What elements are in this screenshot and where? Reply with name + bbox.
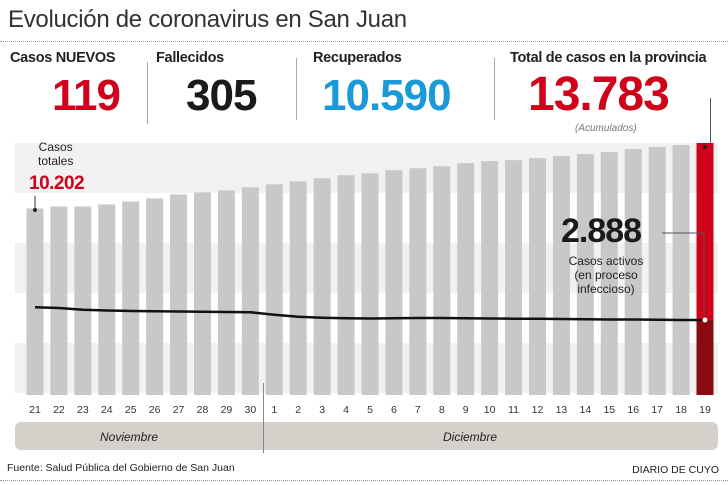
bar: [241, 187, 259, 395]
divider: [147, 62, 148, 124]
bar-highlight: [696, 143, 714, 320]
x-tick-label: 5: [367, 404, 373, 416]
month-label-nov: Noviembre: [100, 430, 159, 444]
active-end-point: [702, 317, 708, 323]
x-tick-label: 7: [415, 404, 421, 416]
x-tick-label: 26: [149, 404, 161, 416]
last-point: [703, 145, 707, 149]
x-tick-label: 1: [271, 404, 277, 416]
x-tick-label: 28: [197, 404, 209, 416]
bar: [600, 152, 618, 395]
stat-recovered-label: Recuperados: [313, 50, 402, 66]
bar-active-segment: [696, 320, 714, 395]
bar: [170, 194, 188, 395]
x-tick-label: 19: [699, 404, 711, 416]
bar: [50, 206, 68, 395]
x-tick-label: 21: [29, 404, 41, 416]
bar: [146, 198, 164, 395]
bar: [672, 145, 690, 395]
bar: [385, 170, 403, 395]
x-tick-label: 18: [675, 404, 687, 416]
x-tick-label: 8: [439, 404, 445, 416]
bar: [529, 158, 546, 395]
x-tick-label: 24: [101, 404, 113, 416]
stat-total-value: 13.783: [528, 68, 670, 121]
x-tick-label: 9: [463, 404, 469, 416]
x-tick-label: 4: [343, 404, 349, 416]
x-tick-label: 6: [391, 404, 397, 416]
bar: [98, 204, 116, 395]
stat-deaths-label: Fallecidos: [156, 50, 224, 66]
x-tick-label: 10: [484, 404, 496, 416]
bar: [289, 181, 307, 395]
source: Fuente: Salud Pública del Gobierno de Sa…: [7, 462, 235, 474]
x-tick-label: 15: [603, 404, 615, 416]
first-value-label: Casos totales: [38, 140, 74, 168]
x-tick-label: 29: [221, 404, 233, 416]
bar: [361, 173, 379, 395]
divider: [0, 480, 728, 481]
divider: [296, 58, 297, 120]
month-band: [15, 422, 718, 450]
bar: [481, 161, 499, 395]
bar: [194, 192, 211, 395]
x-tick-label: 2: [295, 404, 301, 416]
active-value: 2.888: [561, 212, 642, 250]
x-tick-label: 23: [77, 404, 89, 416]
stat-new-value: 119: [52, 71, 121, 120]
x-tick-label: 14: [580, 404, 592, 416]
active-leader: [662, 232, 705, 316]
month-divider: [263, 383, 264, 453]
bar: [265, 184, 283, 395]
leader-line: [710, 98, 711, 143]
stat-total-note: (Acumulados): [575, 123, 637, 134]
active-cases-line: [34, 305, 706, 322]
month-label-dec: Diciembre: [443, 430, 498, 444]
x-tick-label: 3: [319, 404, 325, 416]
first-value: 10.202: [29, 173, 85, 194]
x-tick-label: 16: [627, 404, 639, 416]
x-tick-label: 30: [245, 404, 257, 416]
x-tick-label: 11: [508, 404, 519, 416]
stat-deaths-value: 305: [186, 71, 257, 120]
x-tick-label: 25: [125, 404, 137, 416]
bar: [26, 208, 44, 395]
brand: DIARIO DE CUYO: [632, 464, 719, 476]
chart-title: Evolución de coronavirus en San Juan: [8, 6, 407, 33]
bar: [433, 166, 451, 395]
bar: [505, 160, 523, 395]
stat-total-label: Total de casos en la provincia: [510, 50, 707, 66]
x-tick-label: 27: [173, 404, 185, 416]
first-point: [33, 208, 37, 212]
stat-recovered-value: 10.590: [322, 71, 452, 120]
bar: [313, 178, 331, 395]
x-tick-label: 13: [556, 404, 568, 416]
stat-new-label: Casos NUEVOS: [10, 50, 116, 66]
bar: [122, 201, 140, 395]
bar: [648, 147, 666, 395]
x-tick-label: 22: [53, 404, 65, 416]
divider: [0, 41, 728, 42]
active-label: Casos activos (en proceso infeccioso): [568, 254, 644, 296]
x-tick-label: 17: [651, 404, 663, 416]
bar: [409, 168, 427, 395]
divider: [494, 58, 495, 120]
x-tick-label: 12: [532, 404, 544, 416]
bar: [576, 154, 594, 395]
bar: [457, 163, 475, 395]
bar: [217, 190, 235, 395]
bar: [337, 175, 355, 395]
bar: [74, 206, 92, 395]
bar: [552, 156, 570, 395]
bar: [624, 149, 642, 395]
